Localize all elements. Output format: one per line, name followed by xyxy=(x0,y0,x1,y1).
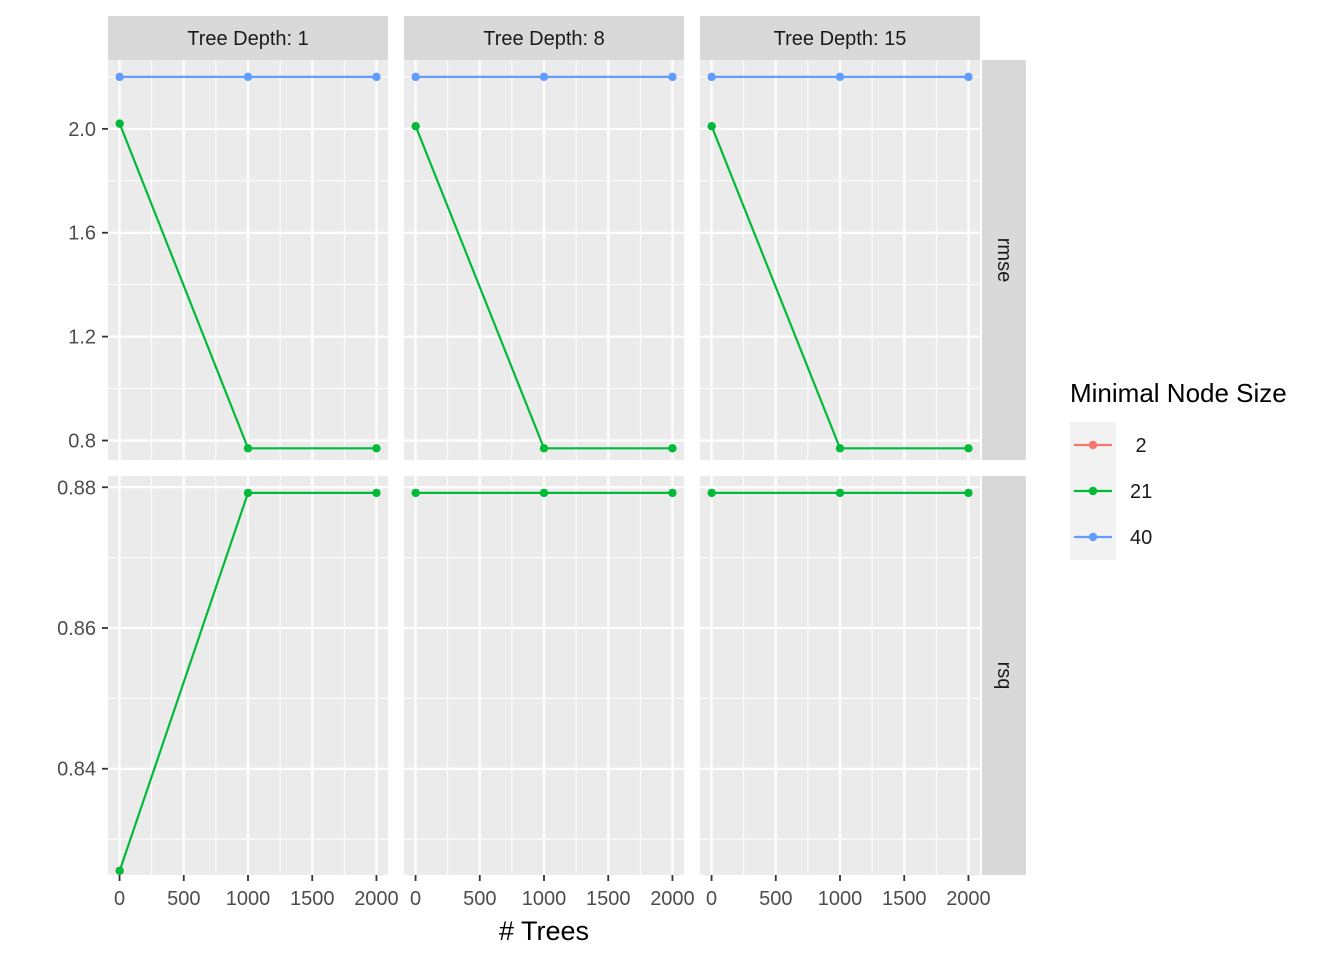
x-axes: 0 500 1000 1500 2000 0 500 1000 1500 2000 0 500 1000… xyxy=(114,875,991,910)
strip-label: rmse xyxy=(993,238,1015,282)
data-point-21 xyxy=(372,488,381,498)
strip-column-1: Tree Depth: 1 xyxy=(108,16,388,60)
y-tick-label: 0.84 xyxy=(57,759,96,781)
y-tick-label: 0.8 xyxy=(68,431,96,453)
x-tick-label: 1000 xyxy=(226,888,271,910)
strip-label: Tree Depth: 15 xyxy=(774,28,907,50)
y-axes: 0.8 1.2 1.6 2.0 0.84 0.86 0.88 xyxy=(57,119,108,781)
series-group-rmse-2 xyxy=(411,72,677,453)
x-tick-label: 0 xyxy=(706,888,717,910)
data-point-40 xyxy=(835,72,845,82)
x-tick-label: 2000 xyxy=(650,888,695,910)
x-tick-label: 1000 xyxy=(818,888,863,910)
x-tick-label: 500 xyxy=(167,888,200,910)
panel-rmse-1 xyxy=(108,60,388,460)
legend-entry-2: 2 xyxy=(1070,422,1147,468)
legend-label: 40 xyxy=(1130,527,1152,549)
data-point-40 xyxy=(115,72,124,82)
series-group-rsq-3 xyxy=(707,488,973,498)
y-axis-rsq: 0.84 0.86 0.88 xyxy=(57,477,108,781)
legend-title: Minimal Node Size xyxy=(1070,378,1287,408)
legend-label: 21 xyxy=(1130,481,1152,503)
data-point-21 xyxy=(411,488,420,498)
legend-entry-21: 21 xyxy=(1070,468,1152,514)
data-point-21 xyxy=(668,444,677,453)
legend-key-point xyxy=(1088,532,1098,542)
strip-column-3: Tree Depth: 15 xyxy=(700,16,980,60)
x-axis-column-3: 0 500 1000 1500 2000 xyxy=(706,875,991,910)
x-axis-title: # Trees xyxy=(499,916,589,946)
x-tick-label: 0 xyxy=(410,888,421,910)
data-point-21 xyxy=(707,488,716,498)
strip-background xyxy=(982,476,1026,875)
data-point-40 xyxy=(372,72,381,82)
strip-background xyxy=(700,16,980,60)
data-point-21 xyxy=(372,444,381,453)
x-tick-label: 1500 xyxy=(586,888,631,910)
legend-key-point xyxy=(1088,486,1098,496)
data-point-40 xyxy=(243,72,253,82)
x-tick-label: 2000 xyxy=(946,888,991,910)
panel-rsq-2 xyxy=(404,476,684,875)
x-tick-label: 1500 xyxy=(882,888,927,910)
y-tick-label: 0.86 xyxy=(57,618,96,640)
strip-column-2: Tree Depth: 8 xyxy=(404,16,684,60)
x-tick-label: 500 xyxy=(759,888,792,910)
data-point-40 xyxy=(964,72,973,82)
y-tick-label: 2.0 xyxy=(68,119,96,141)
strip-label: rsq xyxy=(993,662,1015,690)
data-point-21 xyxy=(539,444,549,453)
series-group-rsq-2 xyxy=(411,488,677,498)
x-axis-column-1: 0 500 1000 1500 2000 xyxy=(114,875,399,910)
series-group-rmse-1 xyxy=(115,72,381,453)
x-tick-label: 500 xyxy=(463,888,496,910)
data-point-21 xyxy=(668,488,677,498)
legend-entry-40: 40 xyxy=(1070,514,1152,560)
data-point-40 xyxy=(668,72,677,82)
panel-rsq-1 xyxy=(108,476,388,875)
data-point-21 xyxy=(835,444,845,453)
x-axis-column-2: 0 500 1000 1500 2000 xyxy=(410,875,695,910)
data-point-21 xyxy=(115,119,124,128)
data-point-21 xyxy=(964,444,973,453)
strip-label: Tree Depth: 1 xyxy=(187,28,309,50)
y-tick-label: 0.88 xyxy=(57,477,96,499)
data-point-21 xyxy=(707,122,716,131)
data-point-21 xyxy=(411,122,420,131)
strip-label: Tree Depth: 8 xyxy=(483,28,605,50)
data-point-21 xyxy=(964,488,973,498)
panel-rmse-3 xyxy=(700,60,980,460)
data-point-21 xyxy=(539,488,549,498)
data-point-21 xyxy=(243,488,253,498)
strip-row-rsq: rsq xyxy=(982,476,1026,875)
strip-row-rmse: rmse xyxy=(982,60,1026,460)
y-axis-rmse: 0.8 1.2 1.6 2.0 xyxy=(68,119,108,453)
legend-label: 2 xyxy=(1130,435,1147,457)
data-point-40 xyxy=(707,72,716,82)
facet-strips: Tree Depth: 1 Tree Depth: 8 Tree Depth: 15… xyxy=(108,16,1026,875)
panel-rmse-2 xyxy=(404,60,684,460)
x-tick-label: 2000 xyxy=(354,888,399,910)
x-tick-label: 0 xyxy=(114,888,125,910)
strip-background xyxy=(982,60,1026,460)
strip-background xyxy=(108,16,388,60)
legend: Minimal Node Size 2 21 40 xyxy=(1070,378,1287,560)
data-point-21 xyxy=(243,444,253,453)
series-group-rsq-1 xyxy=(115,488,381,875)
data-point-40 xyxy=(539,72,549,82)
y-tick-label: 1.6 xyxy=(68,223,96,245)
data-point-40 xyxy=(411,72,420,82)
legend-key-point xyxy=(1088,440,1098,450)
x-tick-label: 1500 xyxy=(290,888,335,910)
data-point-21 xyxy=(835,488,845,498)
x-tick-label: 1000 xyxy=(522,888,567,910)
data-point-21 xyxy=(115,866,124,875)
panel-rsq-3 xyxy=(700,476,980,875)
y-tick-label: 1.2 xyxy=(68,327,96,349)
panels-layer xyxy=(108,60,980,875)
series-group-rmse-3 xyxy=(707,72,973,453)
strip-background xyxy=(404,16,684,60)
